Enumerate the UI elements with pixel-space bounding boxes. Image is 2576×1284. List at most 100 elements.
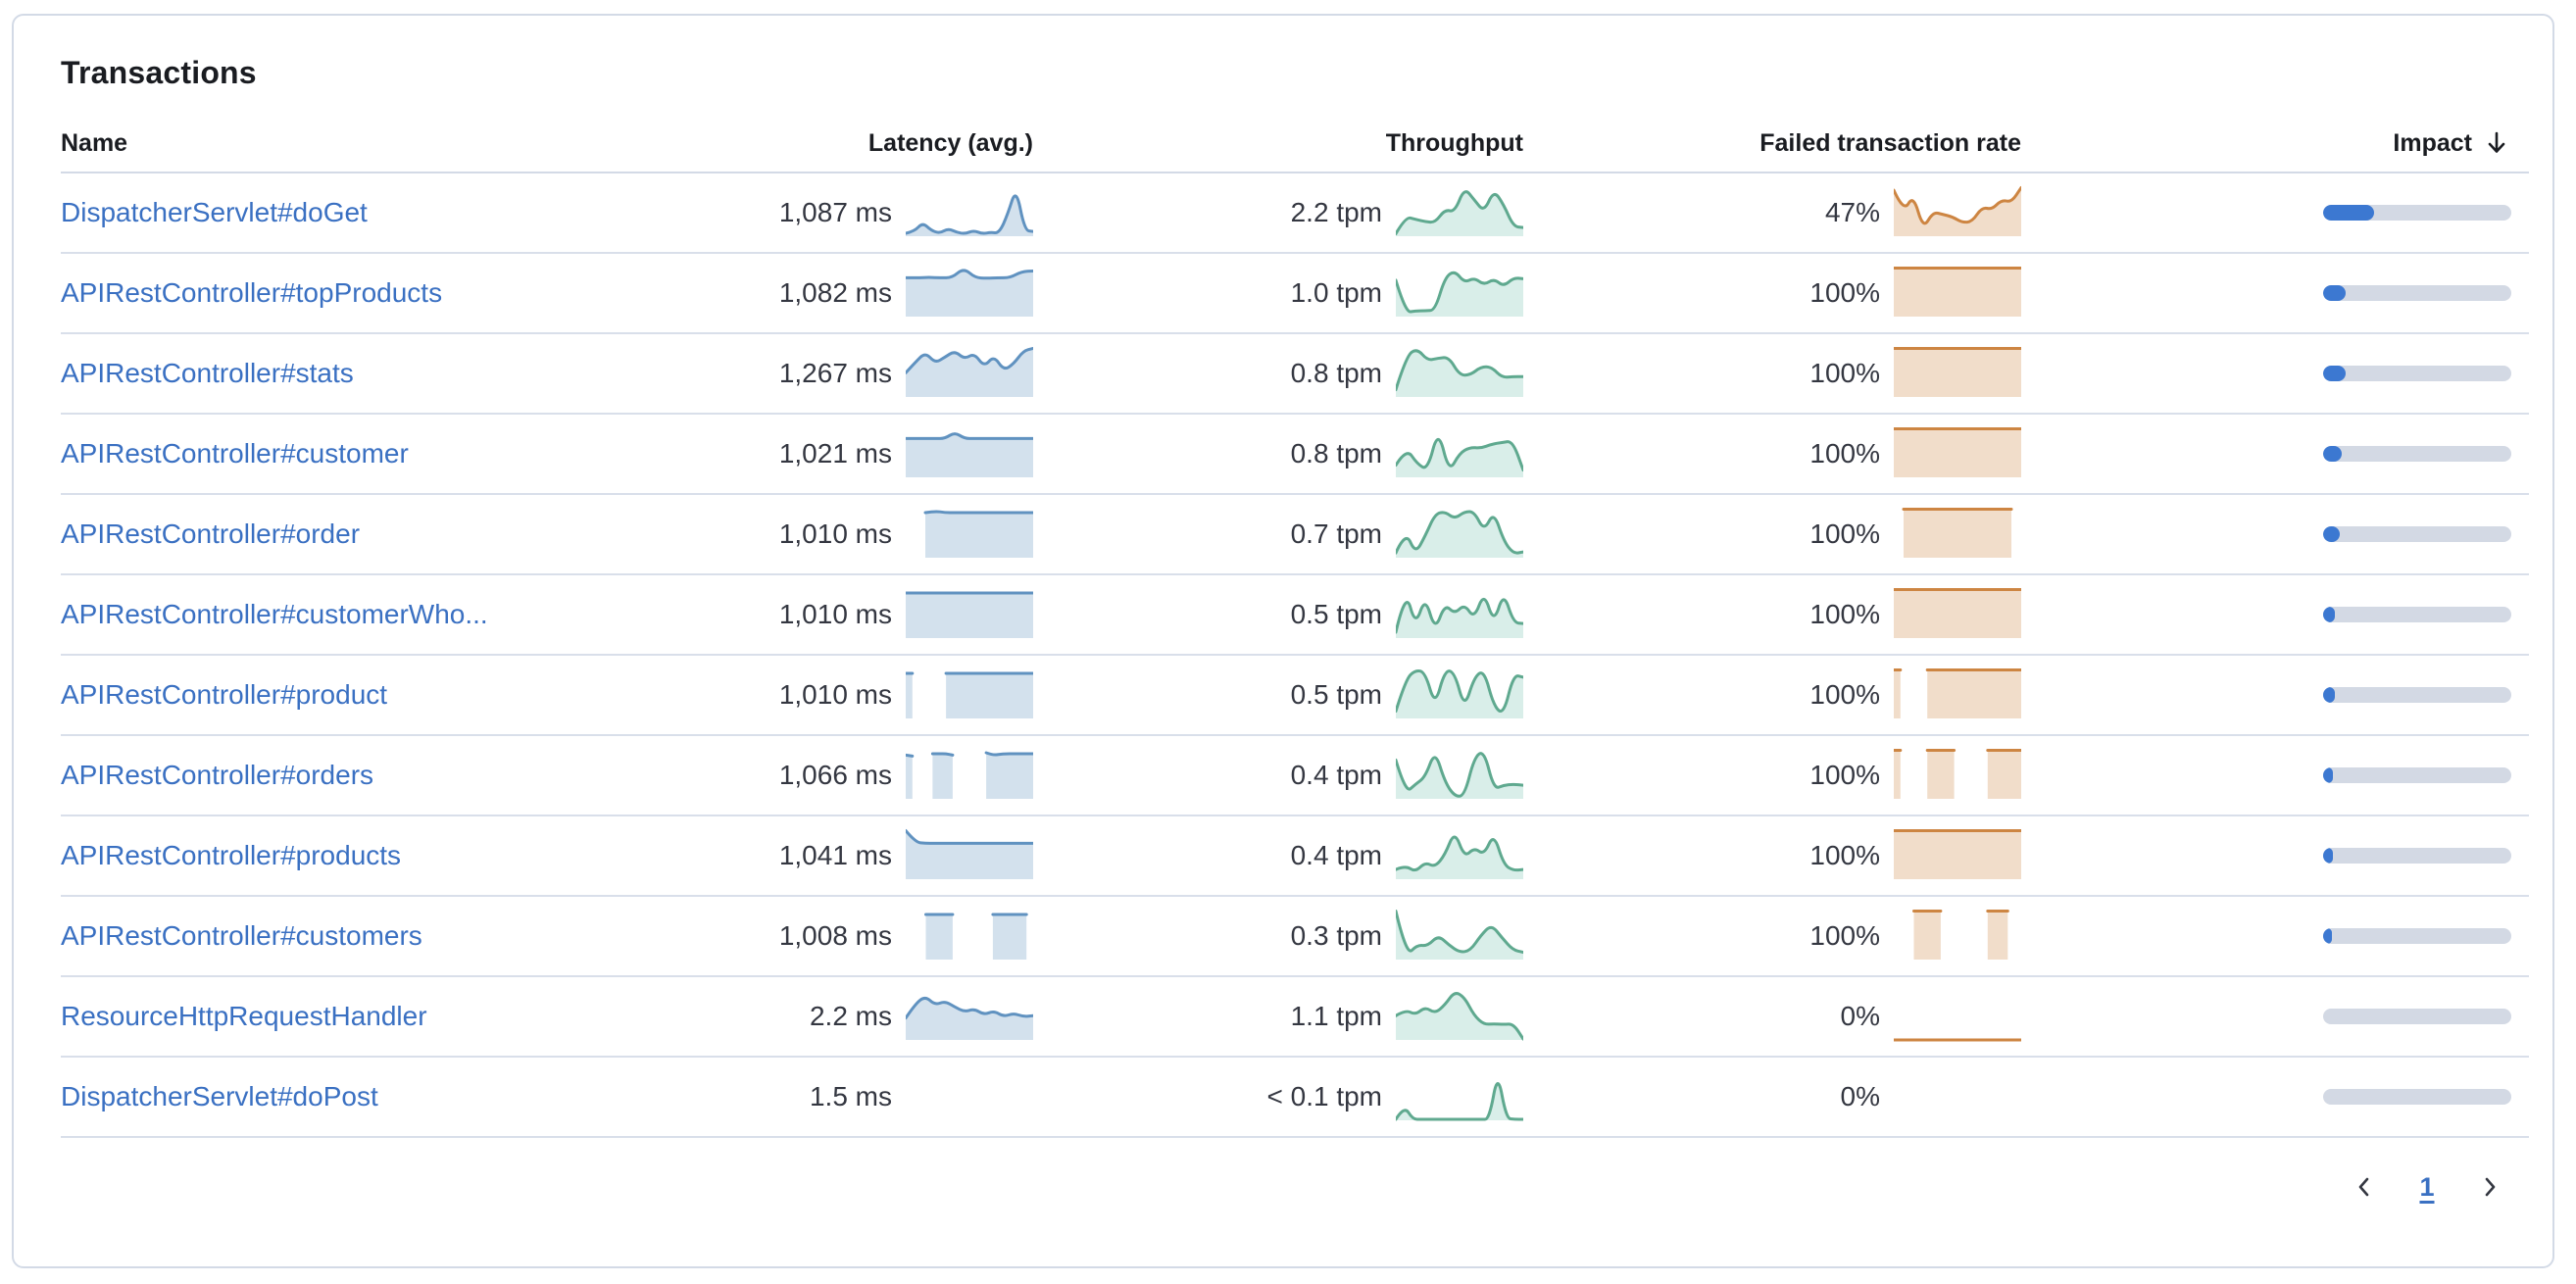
- impact-bar: [2323, 366, 2511, 381]
- page-number-1[interactable]: 1: [2419, 1171, 2435, 1202]
- transaction-link[interactable]: DispatcherServlet#doGet: [61, 197, 368, 227]
- throughput-sparkline-chart: [1394, 346, 1525, 401]
- failed-rate-cell: 100%: [1523, 587, 2023, 642]
- failed-rate-cell: 100%: [1523, 748, 2023, 803]
- table-row: APIRestController#orders 1,066 ms 0.4 tp…: [61, 736, 2529, 816]
- table-row: APIRestController#stats 1,267 ms 0.8 tpm…: [61, 334, 2529, 415]
- throughput-cell: 0.4 tpm: [1033, 748, 1525, 803]
- latency-cell: 1,267 ms: [719, 346, 1035, 401]
- throughput-cell: 1.1 tpm: [1033, 989, 1525, 1044]
- failed-rate-value: 100%: [1809, 277, 1880, 308]
- transactions-table: Name Latency (avg.) Throughput Failed tr…: [61, 115, 2529, 1138]
- failed-rate-value: 100%: [1809, 599, 1880, 629]
- impact-cell: [2021, 205, 2511, 221]
- transaction-name-cell: APIRestController#products: [61, 840, 719, 871]
- transaction-link[interactable]: APIRestController#customer: [61, 438, 409, 469]
- latency-cell: 2.2 ms: [719, 989, 1035, 1044]
- impact-cell: [2021, 928, 2511, 944]
- impact-bar: [2323, 526, 2511, 542]
- throughput-sparkline-chart: [1394, 1069, 1525, 1124]
- impact-cell: [2021, 1089, 2511, 1105]
- transaction-link[interactable]: ResourceHttpRequestHandler: [61, 1001, 427, 1031]
- chevron-left-icon: [2349, 1171, 2380, 1203]
- panel-title: Transactions: [61, 55, 257, 90]
- latency-value: 1,021 ms: [778, 438, 892, 469]
- impact-bar: [2323, 1009, 2511, 1024]
- throughput-sparkline-chart: [1394, 828, 1525, 883]
- impact-cell: [2021, 446, 2511, 462]
- latency-cell: 1,010 ms: [719, 587, 1035, 642]
- latency-value: 1,082 ms: [778, 277, 892, 308]
- throughput-sparkline-chart: [1394, 667, 1525, 722]
- impact-cell: [2021, 848, 2511, 864]
- failed-rate-sparkline-chart: [1894, 909, 2021, 963]
- latency-cell: 1,066 ms: [719, 748, 1035, 803]
- throughput-value: 0.8 tpm: [1290, 438, 1382, 469]
- impact-bar-fill: [2323, 366, 2347, 381]
- impact-cell: [2021, 526, 2511, 542]
- latency-sparkline-chart: [904, 748, 1035, 803]
- transaction-link[interactable]: APIRestController#order: [61, 519, 361, 549]
- throughput-value: 0.4 tpm: [1290, 840, 1382, 870]
- latency-cell: 1,010 ms: [719, 667, 1035, 722]
- column-header-impact[interactable]: Impact: [2021, 128, 2511, 158]
- latency-cell: 1,010 ms: [719, 507, 1035, 562]
- next-page-button[interactable]: [2466, 1163, 2513, 1210]
- throughput-cell: 0.8 tpm: [1033, 426, 1525, 481]
- failed-rate-sparkline-chart: [1892, 346, 2023, 401]
- column-header-latency[interactable]: Latency (avg.): [867, 128, 1033, 157]
- impact-bar-fill: [2323, 767, 2333, 783]
- transaction-link[interactable]: APIRestController#orders: [61, 760, 374, 790]
- latency-sparkline-chart: [906, 507, 1035, 562]
- latency-sparkline-chart: [904, 426, 1035, 481]
- failed-rate-cell: 100%: [1523, 426, 2023, 481]
- throughput-cell: 0.5 tpm: [1033, 667, 1525, 722]
- throughput-value: 0.3 tpm: [1290, 920, 1382, 951]
- latency-value: 1,066 ms: [778, 760, 892, 790]
- failed-rate-cell: 0%: [1523, 1069, 2021, 1124]
- failed-rate-cell: 100%: [1523, 266, 2023, 321]
- throughput-sparkline-chart: [1394, 587, 1525, 642]
- impact-bar-fill: [2323, 526, 2341, 542]
- throughput-value: 0.4 tpm: [1290, 760, 1382, 790]
- impact-bar-fill: [2323, 848, 2333, 864]
- column-header-failed-rate[interactable]: Failed transaction rate: [1759, 128, 2021, 157]
- impact-cell: [2021, 767, 2511, 783]
- throughput-value: 0.5 tpm: [1290, 679, 1382, 710]
- latency-value: 1,267 ms: [778, 358, 892, 388]
- throughput-value: 1.0 tpm: [1290, 277, 1382, 308]
- table-row: DispatcherServlet#doGet 1,087 ms 2.2 tpm…: [61, 173, 2529, 254]
- impact-bar: [2323, 446, 2511, 462]
- throughput-cell: 0.8 tpm: [1033, 346, 1525, 401]
- transaction-name-cell: APIRestController#orders: [61, 760, 719, 791]
- transaction-link[interactable]: APIRestController#products: [61, 840, 402, 870]
- transaction-link[interactable]: APIRestController#customers: [61, 920, 422, 951]
- transaction-name-cell: APIRestController#stats: [61, 358, 719, 389]
- impact-cell: [2021, 1009, 2511, 1024]
- failed-rate-value: 47%: [1824, 197, 1880, 227]
- column-header-name: Name: [61, 128, 128, 157]
- previous-page-button[interactable]: [2341, 1163, 2388, 1210]
- latency-sparkline-chart: [906, 909, 1033, 963]
- transaction-link[interactable]: APIRestController#product: [61, 679, 388, 710]
- impact-bar-fill: [2323, 607, 2336, 622]
- latency-sparkline-chart: [904, 828, 1035, 883]
- table-row: APIRestController#products 1,041 ms 0.4 …: [61, 816, 2529, 897]
- latency-value: 1,010 ms: [778, 679, 892, 710]
- latency-sparkline-chart: [904, 989, 1035, 1044]
- impact-bar-fill: [2323, 285, 2347, 301]
- column-header-throughput[interactable]: Throughput: [1385, 128, 1523, 157]
- transaction-link[interactable]: APIRestController#topProducts: [61, 277, 443, 308]
- impact-bar: [2323, 205, 2511, 221]
- throughput-value: 0.5 tpm: [1290, 599, 1382, 629]
- transaction-link[interactable]: APIRestController#customerWho...: [61, 599, 488, 629]
- transaction-name-cell: APIRestController#topProducts: [61, 277, 719, 309]
- impact-cell: [2021, 607, 2511, 622]
- transaction-link[interactable]: APIRestController#stats: [61, 358, 354, 388]
- throughput-sparkline-chart: [1394, 909, 1525, 963]
- failed-rate-value: 100%: [1809, 358, 1880, 388]
- transaction-link[interactable]: DispatcherServlet#doPost: [61, 1081, 378, 1111]
- throughput-value: 0.8 tpm: [1290, 358, 1382, 388]
- table-row: APIRestController#product 1,010 ms 0.5 t…: [61, 656, 2529, 736]
- failed-rate-sparkline-chart: [1892, 989, 2023, 1044]
